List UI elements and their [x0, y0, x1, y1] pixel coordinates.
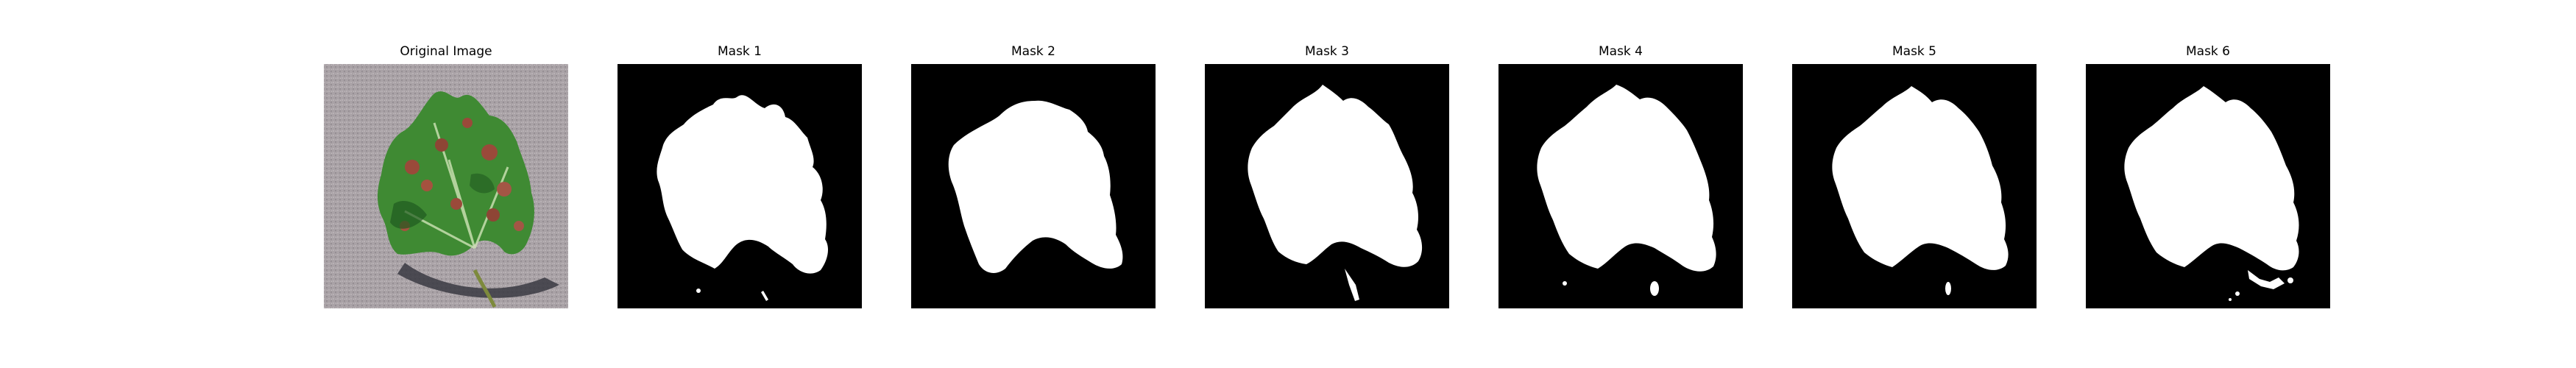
- mask-5-image: [1792, 64, 2037, 308]
- mask-6-image: [2086, 64, 2330, 308]
- mask-2-image: [911, 64, 1156, 308]
- mask-1-image: [618, 64, 862, 308]
- panel-title: Mask 5: [1892, 44, 1936, 59]
- panel-title: Mask 6: [2185, 44, 2230, 59]
- panel-title: Mask 1: [717, 44, 762, 59]
- mask-3-image: [1205, 64, 1449, 308]
- panel-title: Mask 4: [1598, 44, 1643, 59]
- panel-title: Original Image: [400, 44, 492, 59]
- original-leaf-image: [324, 64, 568, 308]
- panel-title: Mask 3: [1304, 44, 1349, 59]
- mask-4-image: [1498, 64, 1743, 308]
- panel-title: Mask 2: [1011, 44, 1055, 59]
